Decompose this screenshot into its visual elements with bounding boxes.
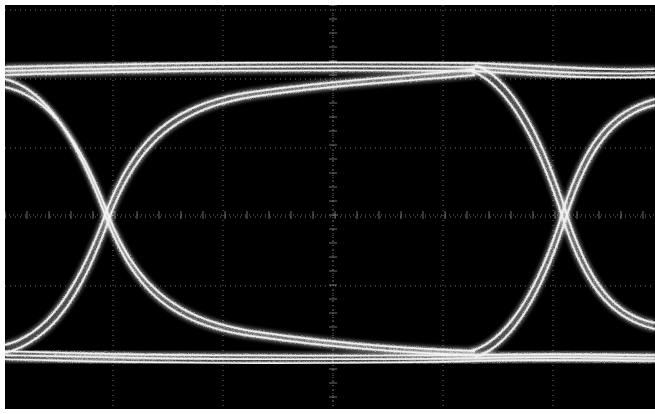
waveform-traces — [5, 58, 655, 367]
falling-edge-trace-1 — [5, 75, 476, 359]
trace-path — [5, 68, 476, 346]
trace-path — [5, 71, 476, 357]
trace-path — [5, 354, 655, 361]
trace-path — [470, 98, 655, 352]
rising-edge-trace-1 — [5, 65, 476, 357]
trace-path — [474, 63, 655, 325]
low-level-trace — [5, 347, 655, 367]
trace-path — [5, 83, 476, 355]
trace-path — [5, 65, 476, 349]
trace-path — [473, 61, 655, 327]
trace-path — [5, 61, 655, 71]
high-level-trace — [5, 58, 655, 82]
trace-path — [5, 86, 476, 352]
trace-path — [474, 64, 655, 324]
falling-edge-trace-2 — [469, 61, 655, 333]
trace-path — [474, 104, 655, 358]
trace-path — [5, 67, 476, 347]
trace-path — [5, 73, 476, 355]
rising-edge-trace-2 — [469, 95, 655, 361]
trace-path — [5, 65, 655, 75]
oscilloscope-screen — [5, 5, 655, 409]
trace-path — [5, 74, 476, 354]
eye-diagram-display — [5, 5, 655, 409]
trace-path — [5, 85, 476, 353]
trace-path — [5, 69, 655, 79]
